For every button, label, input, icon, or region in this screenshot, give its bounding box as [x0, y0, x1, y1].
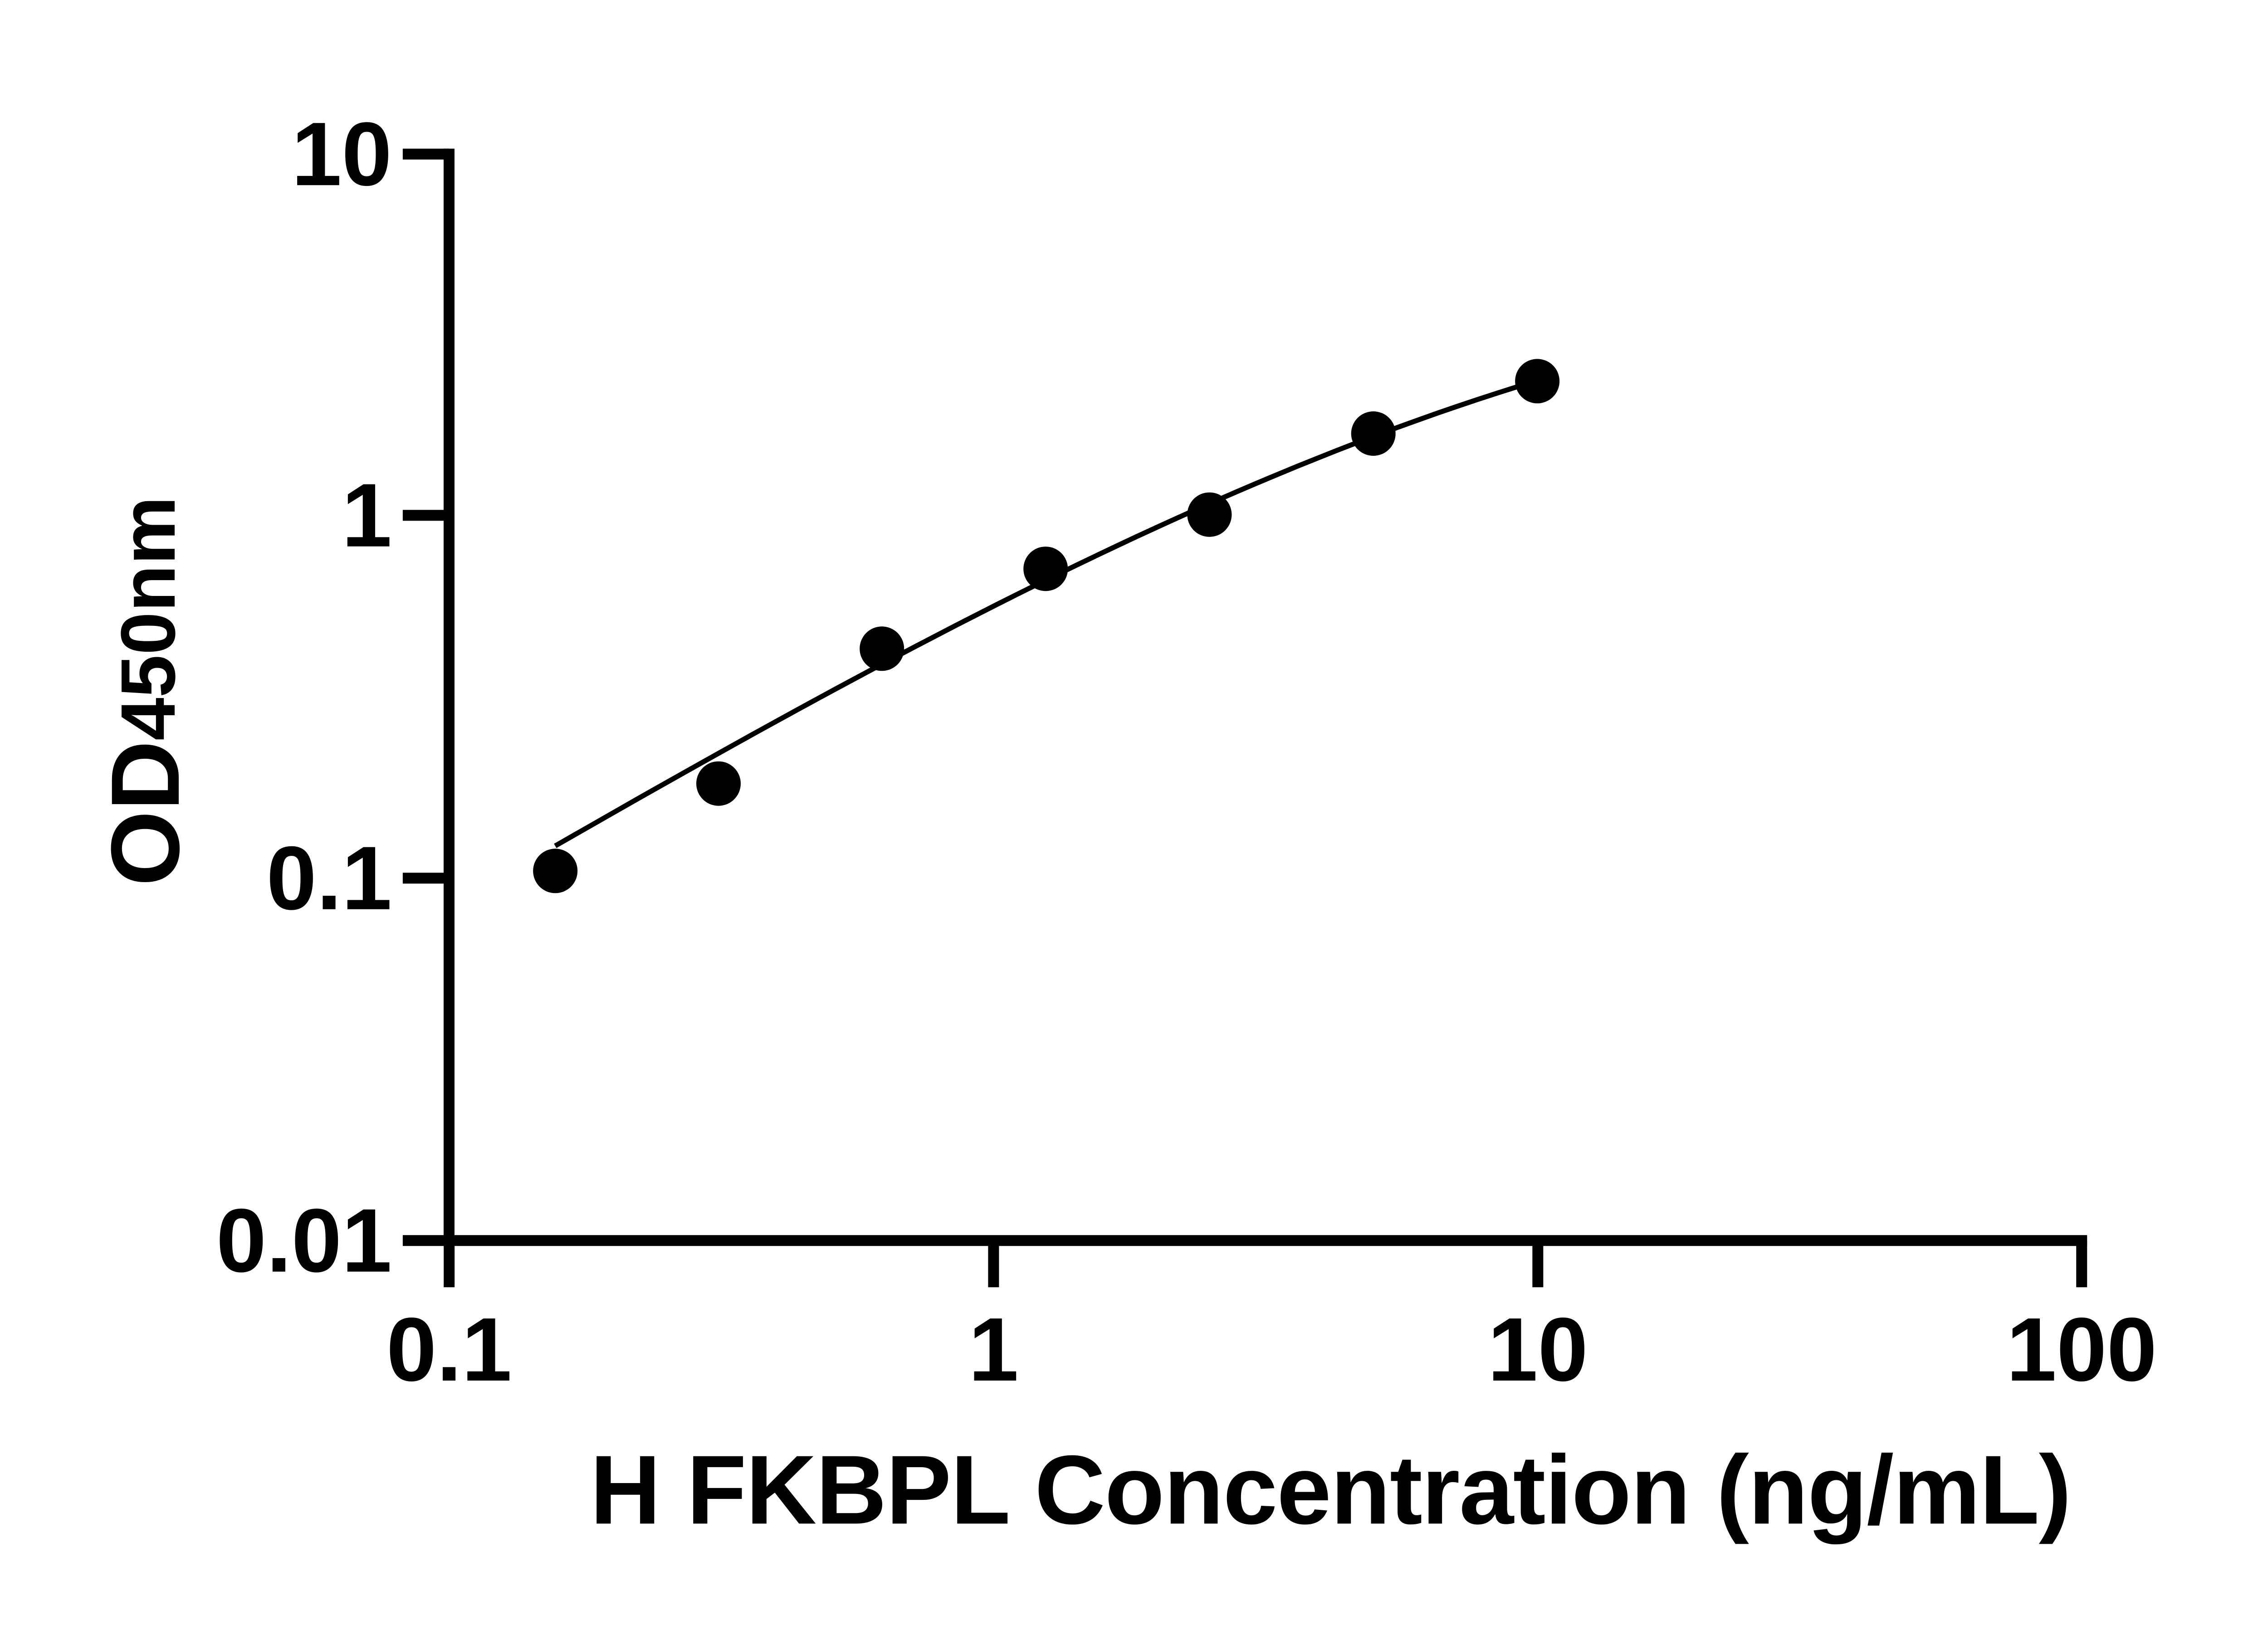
svg-text:100: 100 — [2006, 1299, 2157, 1400]
svg-text:10: 10 — [292, 104, 392, 205]
svg-text:H FKBPL Concentration (ng/mL): H FKBPL Concentration (ng/mL) — [590, 1435, 2071, 1544]
svg-text:1: 1 — [342, 465, 392, 566]
svg-text:0.1: 0.1 — [386, 1299, 512, 1400]
svg-text:10: 10 — [1488, 1299, 1588, 1400]
svg-text:0.1: 0.1 — [266, 828, 392, 929]
svg-text:OD450nm: OD450nm — [91, 496, 200, 886]
svg-text:0.01: 0.01 — [216, 1191, 392, 1291]
svg-text:1: 1 — [968, 1299, 1019, 1400]
